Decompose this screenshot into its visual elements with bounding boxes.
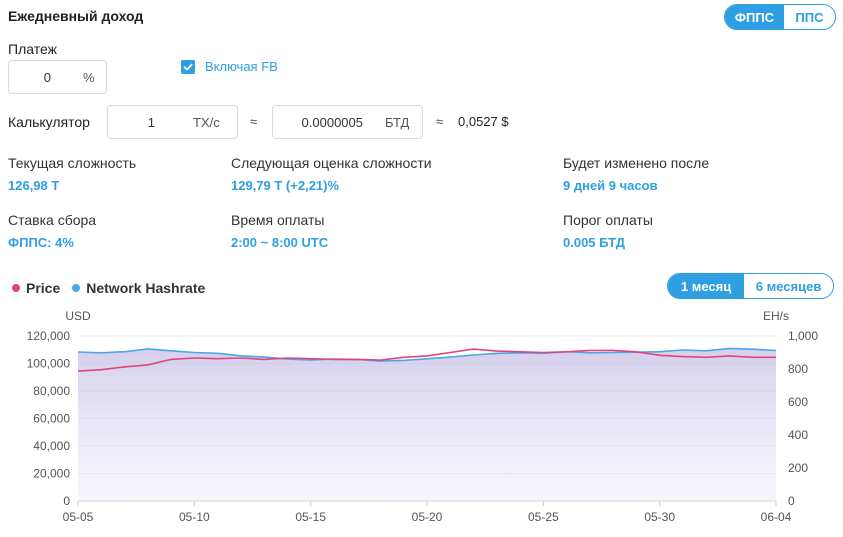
left-tick-label: 80,000 bbox=[33, 384, 70, 398]
check-icon bbox=[183, 63, 193, 70]
tab-1-month[interactable]: 1 месяц bbox=[668, 274, 745, 298]
price-legend-label[interactable]: Price bbox=[26, 280, 61, 296]
chart-legend: Price Network Hashrate bbox=[12, 280, 205, 296]
price-legend-dot bbox=[12, 284, 20, 292]
page-title: Ежедневный доход bbox=[8, 8, 144, 24]
stat-next-difficulty-value: 129,79 T (+2,21)% bbox=[231, 178, 340, 193]
stat-payout-threshold-value: 0.005 БТД bbox=[563, 235, 626, 250]
stat-change-after-value: 9 дней 9 часов bbox=[563, 178, 658, 193]
left-tick-label: 60,000 bbox=[33, 412, 70, 426]
stat-payout-threshold-label: Порог оплаты bbox=[563, 212, 653, 228]
hashrate-legend-label[interactable]: Network Hashrate bbox=[86, 280, 206, 296]
left-tick-label: 0 bbox=[63, 494, 70, 508]
right-axis-title: EH/s bbox=[763, 309, 789, 323]
left-tick-label: 100,000 bbox=[27, 357, 71, 371]
hashrate-unit: TX/c bbox=[193, 114, 220, 130]
right-tick-label: 800 bbox=[788, 362, 808, 376]
stat-fee-rate-value: ФППС: 4% bbox=[8, 235, 74, 250]
tab-6-months[interactable]: 6 месяцев bbox=[744, 274, 833, 298]
stat-payout-time-label: Время оплаты bbox=[231, 212, 325, 228]
x-tick-label: 05-15 bbox=[295, 510, 326, 524]
x-tick-label: 05-05 bbox=[63, 510, 94, 524]
stat-fee-rate-label: Ставка сбора bbox=[8, 212, 97, 228]
tab-pps[interactable]: ППС bbox=[783, 5, 835, 29]
approx-sign-1: ≈ bbox=[250, 114, 258, 129]
hashrate-input[interactable]: 1 TX/c bbox=[107, 105, 238, 139]
hashrate-value: 1 bbox=[147, 114, 155, 130]
payment-label: Платеж bbox=[8, 41, 57, 57]
right-tick-label: 600 bbox=[788, 395, 808, 409]
payment-input[interactable]: 0 % bbox=[8, 60, 107, 94]
x-tick-label: 05-10 bbox=[179, 510, 210, 524]
left-axis-title: USD bbox=[65, 309, 91, 323]
stat-current-difficulty-label: Текущая сложность bbox=[8, 155, 137, 171]
x-tick-label: 05-25 bbox=[528, 510, 559, 524]
stat-change-after-label: Будет изменено после bbox=[563, 155, 710, 171]
price-series-line bbox=[77, 348, 776, 372]
x-tick-label: 05-20 bbox=[412, 510, 443, 524]
right-tick-label: 0 bbox=[788, 494, 795, 508]
usd-value: 0,0527 $ bbox=[458, 114, 509, 129]
x-tick-label: 06-04 bbox=[761, 510, 792, 524]
right-tick-label: 1,000 bbox=[788, 329, 818, 343]
include-fb-checkbox[interactable] bbox=[181, 59, 195, 74]
include-fb-label: Включая FB bbox=[205, 59, 278, 74]
include-fb-option[interactable]: Включая FB bbox=[181, 59, 278, 74]
stat-next-difficulty-label: Следующая оценка сложности bbox=[231, 155, 432, 171]
tab-fpps[interactable]: ФППС bbox=[725, 5, 784, 29]
stat-current-difficulty-value: 126,98 T bbox=[8, 178, 60, 193]
stat-payout-time-value: 2:00 ~ 8:00 UTC bbox=[231, 235, 329, 250]
btc-unit: БТД bbox=[385, 114, 410, 130]
payment-value: 0 bbox=[43, 69, 51, 85]
approx-sign-2: ≈ bbox=[436, 114, 444, 129]
income-chart[interactable]: USD EH/s 0 20,000 40,000 60,000 80,000 100,00… bbox=[0, 300, 843, 537]
hashrate-area bbox=[78, 348, 776, 501]
mode-toggle: ФППС ППС bbox=[724, 4, 836, 30]
left-tick-label: 40,000 bbox=[33, 439, 70, 453]
right-tick-label: 200 bbox=[788, 461, 808, 475]
hashrate-legend-dot bbox=[72, 284, 81, 292]
left-tick-label: 20,000 bbox=[33, 467, 70, 481]
left-tick-label: 120,000 bbox=[27, 329, 71, 343]
hashrate-series-line bbox=[77, 347, 777, 362]
btc-value: 0.0000005 bbox=[301, 114, 363, 130]
x-tick-label: 05-30 bbox=[644, 510, 675, 524]
btc-input[interactable]: 0.0000005 БТД bbox=[272, 105, 423, 139]
range-toggle: 1 месяц 6 месяцев bbox=[667, 273, 834, 299]
right-tick-label: 400 bbox=[788, 428, 808, 442]
calculator-label: Калькулятор bbox=[8, 114, 90, 130]
payment-unit: % bbox=[83, 69, 95, 85]
